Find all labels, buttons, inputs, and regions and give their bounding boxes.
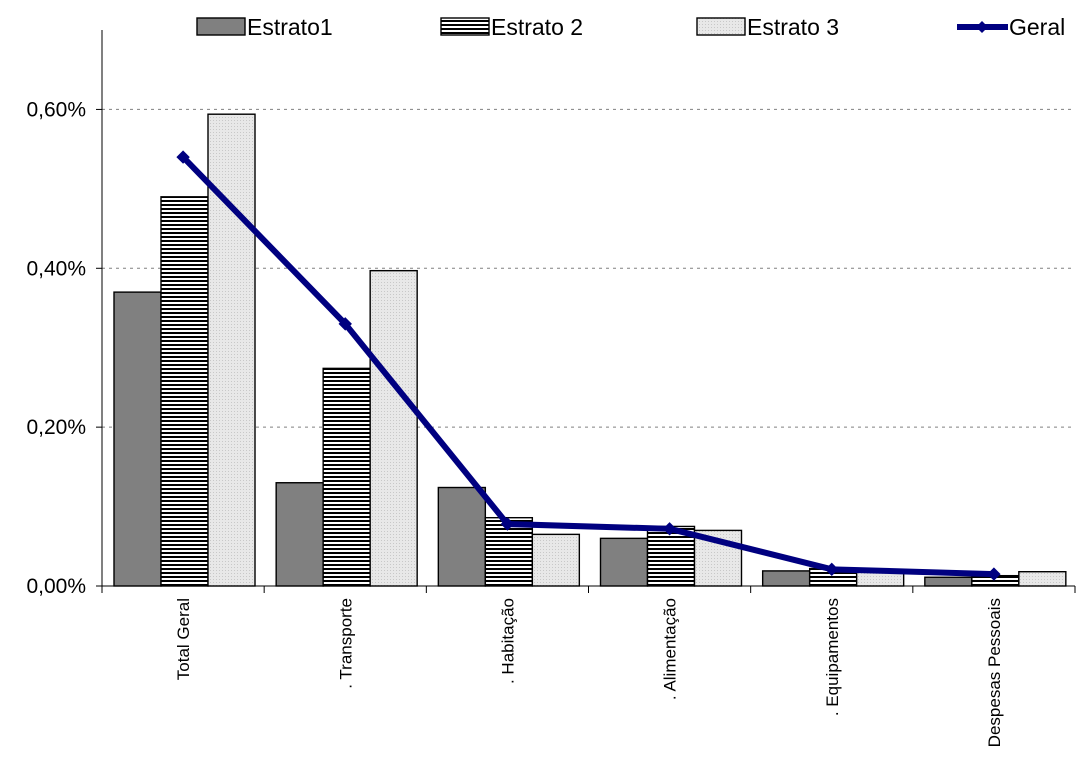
line-marker xyxy=(662,522,677,536)
line-marker xyxy=(338,317,352,331)
gridlines xyxy=(102,108,1075,428)
y-tick-label: 0,00% xyxy=(26,575,86,598)
axes xyxy=(96,30,1076,593)
bar-estrato1 xyxy=(437,486,487,587)
legend-line-marker xyxy=(976,21,988,33)
bar-estrato1 xyxy=(761,570,811,587)
bar-estrato-3 xyxy=(1018,571,1067,587)
line-marker xyxy=(500,517,515,531)
y-tick-label: 0,60% xyxy=(26,98,86,121)
line-marker xyxy=(825,562,839,577)
legend-label: Estrato1 xyxy=(247,14,333,40)
bar-estrato1 xyxy=(275,482,324,587)
y-tick-label: 0,20% xyxy=(26,416,86,439)
bars xyxy=(113,113,1067,587)
x-tick-label: . Habitação xyxy=(498,598,517,684)
legend-label: Estrato 2 xyxy=(491,14,583,40)
x-tick-label: . Equipamentos xyxy=(823,598,842,716)
line-marker xyxy=(987,567,1001,581)
bar-estrato-2 xyxy=(322,367,371,587)
legend-label: Estrato 3 xyxy=(747,14,839,40)
legend: Estrato1 Estrato 2 Estrato 3 Geral xyxy=(196,14,1065,40)
legend-label: Geral xyxy=(1009,14,1065,40)
bar-estrato-2 xyxy=(160,196,209,587)
y-tick-label: 0,40% xyxy=(26,257,86,280)
x-tick-label: . Transporte xyxy=(336,598,355,689)
bar-estrato-3 xyxy=(531,533,581,587)
bar-estrato-2 xyxy=(646,525,696,587)
legend-swatch xyxy=(196,17,246,36)
bar-estrato1 xyxy=(599,537,649,587)
bar-estrato1 xyxy=(113,291,162,587)
bar-estrato1 xyxy=(924,576,973,587)
x-tick-label: Total Geral xyxy=(174,598,193,680)
line-geral xyxy=(180,154,995,578)
axis-labels: 0,00% 0,20% 0,40% 0,60% Total Geral . Transpo… xyxy=(26,98,1003,747)
legend-swatch xyxy=(696,17,746,36)
line-series xyxy=(176,150,1001,581)
bar-estrato-3 xyxy=(369,269,418,587)
bar-estrato-3 xyxy=(207,113,256,587)
line-marker xyxy=(176,150,190,164)
legend-swatch xyxy=(440,17,490,36)
x-tick-label: Despesas Pessoais xyxy=(985,598,1004,747)
x-tick-label: . Alimentação xyxy=(661,598,680,700)
